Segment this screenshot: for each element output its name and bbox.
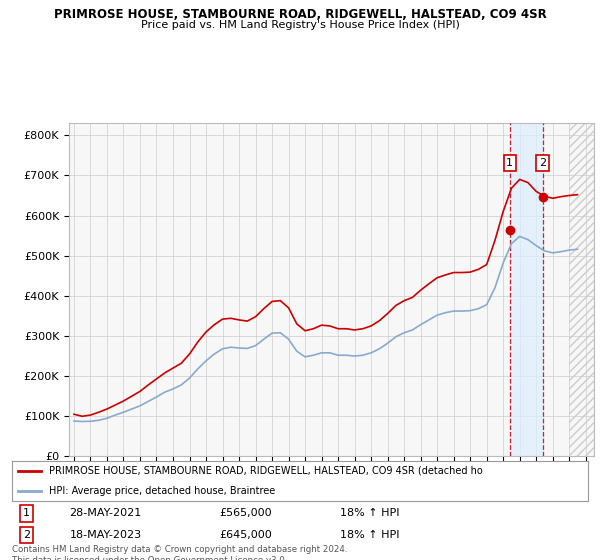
Text: HPI: Average price, detached house, Braintree: HPI: Average price, detached house, Brai… [49, 486, 275, 496]
Text: 18% ↑ HPI: 18% ↑ HPI [340, 508, 400, 519]
Text: £645,000: £645,000 [220, 530, 272, 540]
Text: 2: 2 [539, 158, 547, 168]
Text: 28-MAY-2021: 28-MAY-2021 [70, 508, 142, 519]
Text: £565,000: £565,000 [220, 508, 272, 519]
Text: Price paid vs. HM Land Registry's House Price Index (HPI): Price paid vs. HM Land Registry's House … [140, 20, 460, 30]
Text: 18% ↑ HPI: 18% ↑ HPI [340, 530, 400, 540]
Bar [569, 123, 594, 456]
Text: 1: 1 [23, 508, 30, 519]
Text: Contains HM Land Registry data © Crown copyright and database right 2024.
This d: Contains HM Land Registry data © Crown c… [12, 545, 347, 560]
Text: PRIMROSE HOUSE, STAMBOURNE ROAD, RIDGEWELL, HALSTEAD, CO9 4SR (detached ho: PRIMROSE HOUSE, STAMBOURNE ROAD, RIDGEWE… [49, 466, 483, 476]
Bar [510, 123, 543, 456]
Text: PRIMROSE HOUSE, STAMBOURNE ROAD, RIDGEWELL, HALSTEAD, CO9 4SR: PRIMROSE HOUSE, STAMBOURNE ROAD, RIDGEWE… [53, 8, 547, 21]
Bar [543, 123, 594, 456]
Text: 2: 2 [23, 530, 30, 540]
Text: 18-MAY-2023: 18-MAY-2023 [70, 530, 142, 540]
Text: 1: 1 [506, 158, 514, 168]
